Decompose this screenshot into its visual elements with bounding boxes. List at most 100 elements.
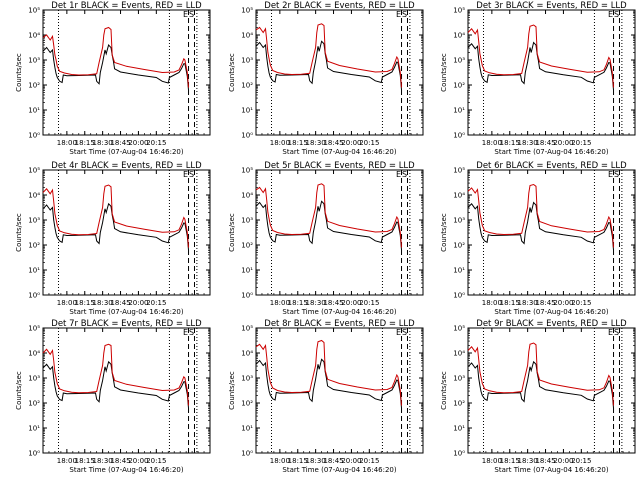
lld-series-line	[255, 23, 402, 88]
y-axis-label: Counts/sec	[15, 213, 23, 252]
y-tick-label: 10⁰	[453, 292, 465, 300]
x-tick-label: 18:30	[93, 139, 113, 147]
flag-label: S	[189, 328, 194, 337]
y-tick-label: 10⁵	[241, 167, 253, 175]
flag-label: S	[402, 170, 407, 179]
x-tick-label: 20:00	[128, 299, 148, 307]
x-tick-label: 18:00	[57, 139, 77, 147]
x-tick-label: 18:45	[535, 457, 555, 465]
y-tick-label: 10⁵	[453, 167, 465, 175]
x-tick-label: 20:15	[146, 457, 166, 465]
flag-label: E	[183, 328, 188, 337]
x-tick-label: 20:00	[553, 457, 573, 465]
flag-label: S	[614, 328, 619, 337]
y-tick-label: 10²	[453, 400, 465, 408]
y-tick-label: 10⁴	[28, 350, 40, 358]
x-tick-label: 18:45	[323, 457, 343, 465]
lld-series-line	[255, 183, 402, 248]
x-tick-label: 18:30	[518, 457, 538, 465]
y-tick-label: 10¹	[453, 107, 465, 115]
x-tick-label: 20:00	[341, 299, 361, 307]
x-tick-label: 18:00	[270, 139, 290, 147]
y-tick-label: 10⁴	[241, 192, 253, 200]
x-tick-label: 18:30	[518, 299, 538, 307]
y-tick-label: 10³	[453, 57, 465, 65]
x-tick-label: 20:00	[553, 299, 573, 307]
x-tick-label: 18:00	[57, 299, 77, 307]
panel-title: Det 5r BLACK = Events, RED = LLD	[264, 161, 415, 171]
y-tick-label: 10¹	[28, 267, 40, 275]
y-tick-label: 10³	[453, 217, 465, 225]
events-series-line	[42, 202, 189, 251]
x-tick-label: 20:00	[341, 139, 361, 147]
y-tick-label: 10²	[241, 242, 253, 250]
y-axis-label: Counts/sec	[228, 371, 236, 410]
x-tick-label: 20:00	[553, 139, 573, 147]
panel-4: Det 4r BLACK = Events, RED = LLD 10⁰ 10¹ 10…	[15, 161, 211, 316]
x-tick-label: 18:15	[500, 299, 520, 307]
panel-5: Det 5r BLACK = Events, RED = LLD 10⁰ 10¹ 10…	[228, 161, 424, 316]
y-tick-label: 10¹	[241, 425, 253, 433]
events-series-line	[467, 41, 614, 91]
y-axis-label: Counts/sec	[15, 371, 23, 410]
x-tick-label: 20:15	[571, 457, 591, 465]
y-tick-label: 10⁵	[241, 325, 253, 333]
panel-7: Det 7r BLACK = Events, RED = LLD 10⁰ 10¹ 10…	[15, 319, 211, 474]
y-tick-label: 10⁵	[28, 325, 40, 333]
x-tick-label: 20:15	[571, 299, 591, 307]
y-tick-label: 10¹	[28, 107, 40, 115]
x-tick-label: 18:45	[323, 139, 343, 147]
y-tick-label: 10⁴	[28, 192, 40, 200]
events-series-line	[255, 200, 402, 251]
x-tick-label: 18:15	[75, 299, 95, 307]
x-tick-label: 20:00	[128, 457, 148, 465]
x-axis-label: Start Time (07-Aug-04 16:46:20)	[494, 308, 608, 316]
panel-8: Det 8r BLACK = Events, RED = LLD 10⁰ 10¹ 10…	[228, 319, 424, 474]
flag-label: S	[402, 10, 407, 19]
x-tick-label: 18:00	[57, 457, 77, 465]
y-tick-label: 10⁰	[241, 292, 253, 300]
x-tick-label: 18:15	[500, 139, 520, 147]
lld-series-line	[42, 184, 189, 248]
y-tick-label: 10⁰	[28, 450, 40, 458]
flag-label: S	[614, 10, 619, 19]
y-tick-label: 10²	[28, 400, 40, 408]
y-tick-label: 10²	[241, 82, 253, 90]
y-tick-label: 10³	[241, 217, 253, 225]
y-axis-label: Counts/sec	[228, 53, 236, 92]
x-tick-label: 18:45	[110, 457, 130, 465]
y-tick-label: 10²	[241, 400, 253, 408]
x-tick-label: 18:00	[482, 139, 502, 147]
panel-title: Det 1r BLACK = Events, RED = LLD	[51, 1, 202, 11]
panel-2: Det 2r BLACK = Events, RED = LLD 10⁰ 10¹ 10…	[228, 1, 424, 156]
x-tick-label: 20:15	[571, 139, 591, 147]
y-tick-label: 10²	[453, 242, 465, 250]
x-tick-label: 18:45	[110, 139, 130, 147]
x-tick-label: 18:15	[75, 139, 95, 147]
x-tick-label: 18:30	[93, 299, 113, 307]
x-axis-label: Start Time (07-Aug-04 16:46:20)	[69, 466, 183, 474]
x-tick-label: 18:30	[518, 139, 538, 147]
y-tick-label: 10⁴	[453, 32, 465, 40]
y-tick-label: 10⁰	[241, 132, 253, 140]
y-tick-label: 10⁰	[28, 292, 40, 300]
flag-label: S	[402, 328, 407, 337]
y-tick-label: 10¹	[241, 267, 253, 275]
y-tick-label: 10⁰	[453, 450, 465, 458]
y-tick-label: 10⁰	[28, 132, 40, 140]
y-tick-label: 10³	[28, 57, 40, 65]
flag-label: E	[608, 10, 613, 19]
y-tick-label: 10⁵	[28, 7, 40, 15]
x-tick-label: 18:15	[288, 299, 308, 307]
y-axis-label: Counts/sec	[15, 53, 23, 92]
flag-label: E	[396, 10, 401, 19]
x-tick-label: 20:15	[146, 139, 166, 147]
x-tick-label: 20:00	[128, 139, 148, 147]
y-tick-label: 10¹	[453, 425, 465, 433]
x-axis-label: Start Time (07-Aug-04 16:46:20)	[282, 466, 396, 474]
x-tick-label: 18:30	[93, 457, 113, 465]
x-tick-label: 20:15	[359, 139, 379, 147]
x-tick-label: 18:30	[306, 139, 326, 147]
x-tick-label: 18:15	[288, 457, 308, 465]
panel-title: Det 2r BLACK = Events, RED = LLD	[264, 1, 415, 11]
